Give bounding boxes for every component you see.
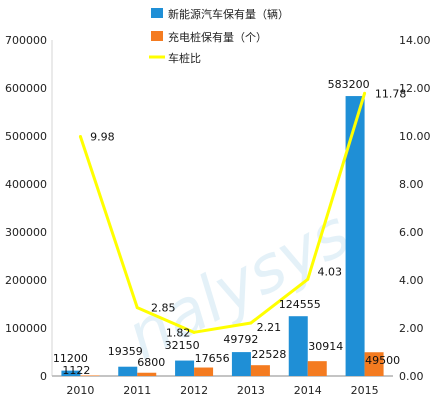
bar-ev-value-label: 19359	[108, 345, 143, 358]
bar-ev-value-label: 583200	[328, 78, 370, 91]
bar-ev	[231, 352, 251, 376]
legend: 新能源汽车保有量（辆） 充电桩保有量（个） 车桩比	[149, 7, 289, 65]
bar-ev	[175, 360, 195, 376]
ratio-value-label: 11.78	[375, 87, 407, 100]
right-tick-label: 4.00	[399, 274, 424, 287]
left-tick-label: 500000	[5, 130, 47, 143]
left-tick-label: 0	[40, 370, 47, 383]
right-tick-label: 10.00	[399, 130, 431, 143]
bar-pile-value-label: 30914	[308, 340, 343, 353]
x-tick-label: 2010	[66, 384, 94, 397]
bar-ev-value-label: 32150	[165, 339, 200, 352]
bar-ev-value-label: 11200	[53, 352, 88, 365]
legend-swatch-ev	[151, 8, 163, 18]
bar-pile	[194, 367, 214, 376]
bar-pile-value-label: 6800	[137, 356, 165, 369]
ratio-line	[78, 92, 367, 334]
ratio-point	[249, 321, 253, 325]
bar-pile-value-label: 49500	[365, 354, 400, 367]
bar-pile	[364, 352, 384, 376]
left-tick-label: 200000	[5, 274, 47, 287]
right-tick-label: 12.00	[399, 82, 431, 95]
right-tick-label: 6.00	[399, 226, 424, 239]
bar-ev	[61, 370, 81, 376]
ratio-point	[363, 91, 367, 95]
bar-pile	[137, 372, 157, 376]
bar-ev-value-label: 49792	[223, 333, 258, 346]
left-tick-label: 400000	[5, 178, 47, 191]
ratio-line-group	[78, 91, 367, 334]
x-tick-label: 2012	[180, 384, 208, 397]
left-tick-label: 600000	[5, 82, 47, 95]
x-tick-label: 2015	[351, 384, 379, 397]
bar-pile-value-label: 22528	[251, 348, 286, 361]
ratio-point	[135, 306, 139, 310]
bar-pile	[80, 375, 100, 376]
right-tick-label: 0.00	[399, 370, 424, 383]
ratio-point	[78, 134, 82, 138]
bar-pile	[250, 365, 270, 376]
right-tick-label: 2.00	[399, 322, 424, 335]
x-tick-label: 2011	[123, 384, 151, 397]
right-tick-label: 8.00	[399, 178, 424, 191]
legend-label-pile: 充电桩保有量（个）	[168, 30, 267, 44]
right-tick-label: 14.00	[399, 34, 431, 47]
ratio-value-label: 2.21	[257, 321, 282, 334]
data-labels-group: 11200 19359 32150 49792 124555 583200 1122 6800…	[53, 78, 406, 377]
legend-label-ev: 新能源汽车保有量（辆）	[168, 7, 289, 21]
ratio-value-label: 9.98	[90, 130, 115, 143]
left-tick-label: 100000	[5, 322, 47, 335]
bar-ev	[118, 366, 138, 376]
bar-ev-value-label: 124555	[279, 298, 321, 311]
right-axis-ticks: 0.00 2.00 4.00 6.00 8.00 10.00 12.00 14.00	[399, 34, 431, 383]
x-axis-ticks: 2010 2011 2012 2013 2014 2015	[66, 384, 378, 397]
bar-ev	[345, 96, 365, 377]
bar-pile-value-label: 1122	[62, 364, 90, 377]
bars-group	[61, 96, 384, 377]
bar-pile-value-label: 17656	[195, 352, 230, 365]
left-tick-label: 300000	[5, 226, 47, 239]
legend-swatch-pile	[151, 31, 163, 41]
x-tick-label: 2014	[294, 384, 322, 397]
x-tick-label: 2013	[237, 384, 265, 397]
legend-label-ratio: 车桩比	[168, 51, 201, 65]
left-axis-ticks: 0 100000 200000 300000 400000 500000 600000 700…	[5, 34, 47, 383]
bar-pile	[307, 361, 327, 376]
ratio-value-label: 4.03	[318, 265, 343, 278]
left-tick-label: 700000	[5, 34, 47, 47]
ratio-value-label: 1.82	[166, 326, 191, 339]
ratio-point	[192, 330, 196, 334]
bar-ev	[288, 316, 308, 376]
ratio-value-label: 2.85	[151, 302, 176, 315]
ratio-point	[306, 277, 310, 281]
